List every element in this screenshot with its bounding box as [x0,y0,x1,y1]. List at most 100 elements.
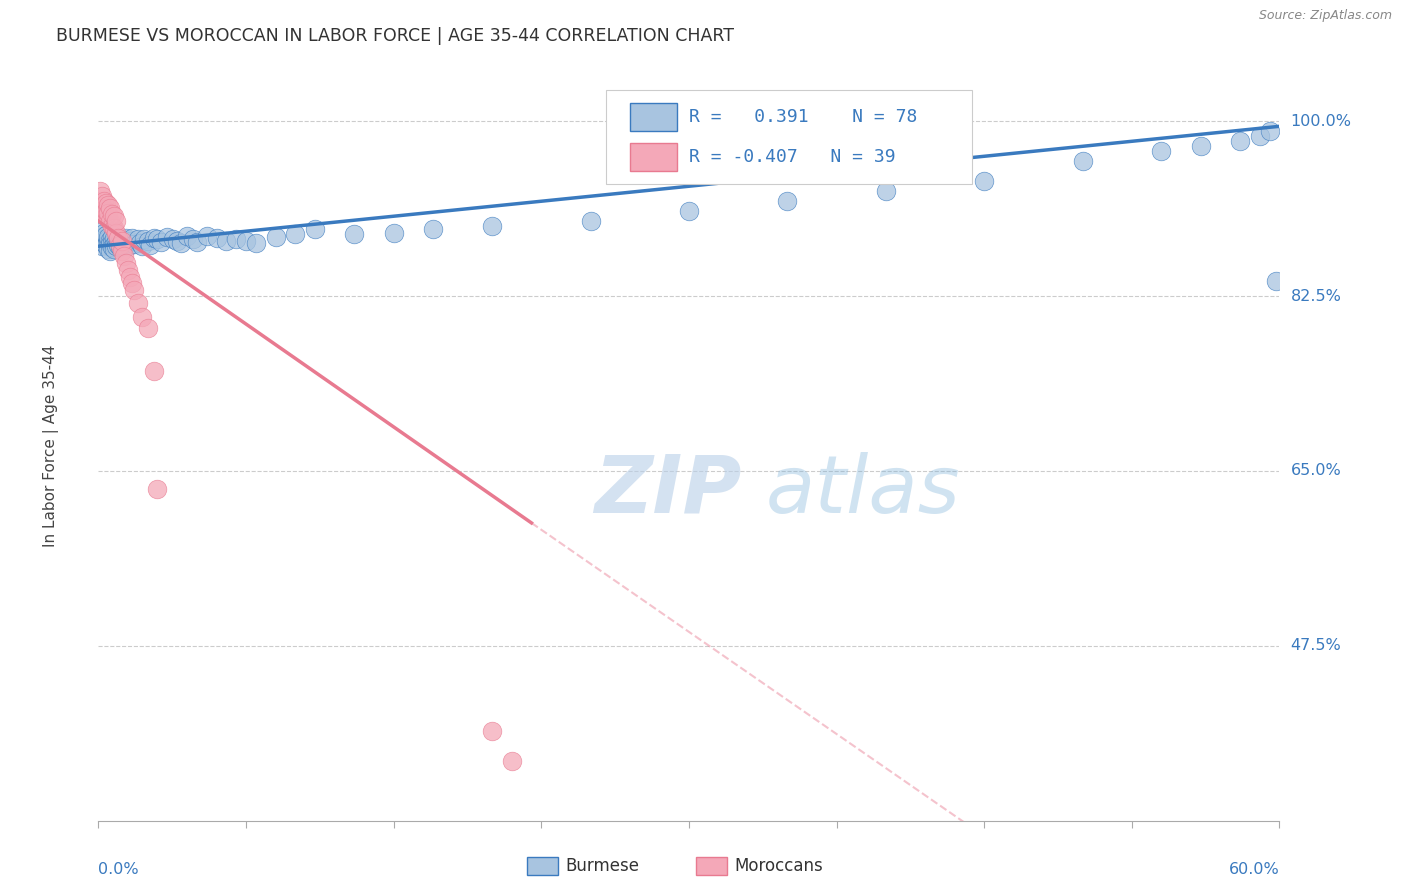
Point [105,214,128,228]
Point [195,229,218,244]
Point [103,238,125,252]
Point [127,296,149,310]
Point [1249,129,1271,144]
Point [118,234,141,248]
Point [112,249,135,263]
Point [131,239,153,253]
Point [118,270,141,285]
Point [93,206,115,220]
Point [93,194,115,209]
Point [181,232,204,246]
Point [264,230,287,244]
Point [98,237,121,252]
Point [112,235,135,250]
Point [138,238,160,252]
Point [150,235,173,250]
Point [146,482,169,496]
Point [97,242,120,256]
Point [97,212,120,227]
Point [225,232,247,246]
Point [96,209,118,223]
Point [108,240,131,254]
Point [235,234,257,248]
Point [131,310,153,325]
Point [108,234,131,248]
Point [121,276,143,290]
Point [91,224,114,238]
Point [215,234,238,248]
Point [101,207,124,221]
Text: 82.5%: 82.5% [1291,289,1341,303]
Point [304,222,326,236]
Text: R = -0.407   N = 39: R = -0.407 N = 39 [689,148,896,166]
Text: 0.0%: 0.0% [98,862,139,877]
Point [121,231,143,245]
Point [1229,134,1251,148]
Point [1264,274,1286,288]
Text: 47.5%: 47.5% [1291,639,1341,653]
Point [91,239,114,253]
Point [91,199,114,213]
Point [343,227,366,242]
Point [96,196,118,211]
Point [98,201,121,215]
Point [103,221,125,235]
Point [107,231,129,245]
Point [105,234,128,248]
Point [89,234,111,248]
Text: 65.0%: 65.0% [1291,464,1341,478]
Point [96,231,118,245]
Point [111,232,134,246]
Point [128,236,150,251]
Point [117,239,139,253]
Point [156,230,179,244]
Point [1071,154,1094,169]
Text: ZIP: ZIP [595,452,742,530]
Point [481,723,503,738]
Point [170,236,193,251]
Point [186,235,208,250]
Point [98,214,121,228]
Point [93,226,115,240]
Point [284,227,307,242]
Point [89,194,111,209]
Bar [630,103,678,131]
Point [103,209,125,223]
Point [97,235,120,250]
Point [136,234,159,248]
Point [142,231,165,245]
Point [481,219,503,234]
Point [107,238,129,252]
Point [1258,124,1281,138]
Point [166,234,188,248]
Point [422,222,444,236]
Point [91,189,114,203]
Point [89,184,111,198]
Text: Source: ZipAtlas.com: Source: ZipAtlas.com [1258,9,1392,22]
Point [245,236,267,251]
Point [875,184,897,198]
Point [91,204,114,219]
Bar [630,143,678,171]
Point [98,233,121,247]
Text: Burmese: Burmese [565,857,640,875]
Point [142,364,165,378]
Text: 60.0%: 60.0% [1229,862,1279,877]
Point [501,754,523,768]
Point [97,206,120,220]
Point [579,214,602,228]
Point [176,229,198,244]
Point [205,231,228,245]
Point [122,237,145,252]
Point [108,238,131,252]
Point [97,198,120,212]
Point [96,238,118,252]
Point [678,204,700,219]
Point [117,263,139,277]
Point [101,240,124,254]
Text: atlas: atlas [766,452,960,530]
Point [101,236,124,251]
Point [103,231,125,245]
Point [97,232,120,246]
Point [107,231,129,245]
